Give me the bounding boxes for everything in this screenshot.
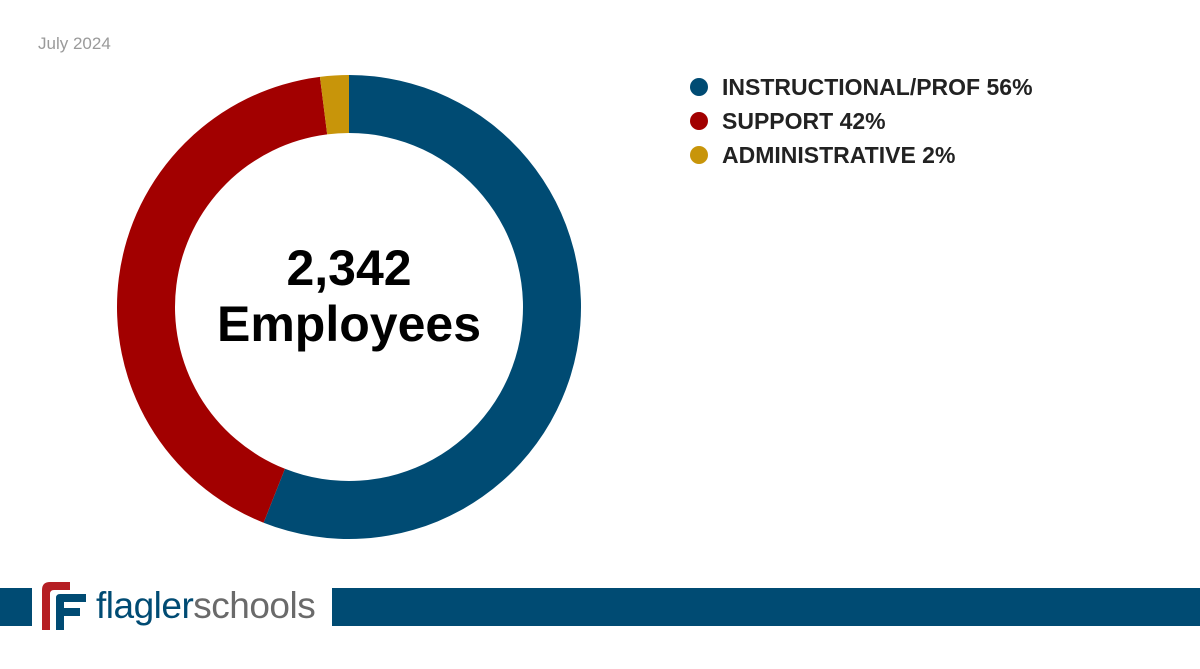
donut-slice-support bbox=[117, 76, 328, 523]
footer-bar-left bbox=[0, 588, 32, 626]
legend-item: INSTRUCTIONAL/PROF 56% bbox=[690, 70, 1033, 104]
legend-dot-icon bbox=[690, 78, 708, 96]
brand-name-part1: flagler bbox=[96, 585, 194, 626]
legend-label: INSTRUCTIONAL/PROF 56% bbox=[722, 73, 1033, 100]
donut-chart bbox=[117, 75, 582, 539]
donut-slice-administrative bbox=[319, 75, 349, 135]
footer-bar-right bbox=[332, 588, 1200, 626]
legend-label: SUPPORT 42% bbox=[722, 107, 886, 134]
date-label: July 2024 bbox=[38, 34, 111, 53]
legend-dot-icon bbox=[690, 112, 708, 130]
legend-item: SUPPORT 42% bbox=[690, 104, 1033, 138]
legend-item: ADMINISTRATIVE 2% bbox=[690, 138, 1033, 172]
legend-label: ADMINISTRATIVE 2% bbox=[722, 141, 956, 168]
brand-name: flaglerschools bbox=[96, 585, 316, 627]
flagler-logo-icon bbox=[42, 582, 86, 630]
employee-count-label: Employees bbox=[216, 296, 481, 352]
employee-count: 2,342 bbox=[286, 240, 412, 296]
donut-center-label: 2,342 Employees bbox=[118, 240, 580, 352]
legend-dot-icon bbox=[690, 146, 708, 164]
flagler-schools-logo: flaglerschools bbox=[40, 580, 316, 632]
chart-legend: INSTRUCTIONAL/PROF 56% SUPPORT 42% ADMINIS… bbox=[690, 70, 1033, 172]
donut-slice-instructional-prof bbox=[263, 75, 582, 539]
brand-name-part2: schools bbox=[193, 585, 316, 626]
